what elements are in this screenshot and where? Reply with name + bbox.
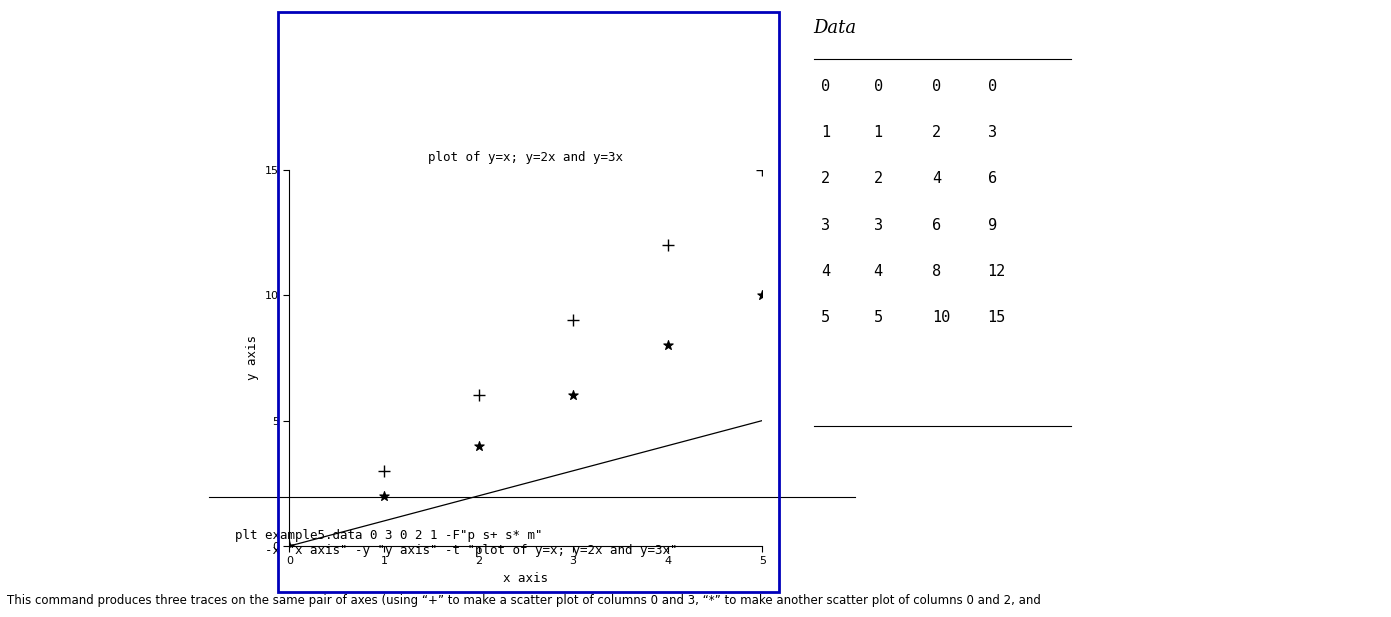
Text: plt example5.data 0 3 0 2 1 -F"p s+ s* m"
    -x "x axis" -y "y axis" -t "plot o: plt example5.data 0 3 0 2 1 -F"p s+ s* m… <box>235 529 677 557</box>
Text: 1: 1 <box>874 125 883 140</box>
Text: This command produces three traces on the same pair of axes (using “+” to make a: This command produces three traces on th… <box>7 594 1040 607</box>
Text: 5: 5 <box>821 310 830 325</box>
Text: 12: 12 <box>988 264 1006 279</box>
Point <box>278 541 300 551</box>
X-axis label: x axis: x axis <box>504 572 548 585</box>
Point <box>373 491 395 501</box>
Text: 5: 5 <box>874 310 883 325</box>
Text: 9: 9 <box>988 218 997 233</box>
Text: 4: 4 <box>821 264 830 279</box>
Text: 1: 1 <box>821 125 830 140</box>
Point <box>751 290 773 300</box>
Text: 4: 4 <box>874 264 883 279</box>
Text: 15: 15 <box>988 310 1006 325</box>
Text: 3: 3 <box>821 218 830 233</box>
Text: Data: Data <box>814 19 857 36</box>
Point <box>278 541 300 551</box>
Point <box>657 341 679 350</box>
Text: 2: 2 <box>821 172 830 186</box>
Text: 4: 4 <box>932 172 942 186</box>
Text: 2: 2 <box>932 125 942 140</box>
Point <box>467 441 490 450</box>
Text: 8: 8 <box>932 264 942 279</box>
Text: 0: 0 <box>932 79 942 94</box>
Point <box>562 391 584 400</box>
Text: 3: 3 <box>988 125 997 140</box>
Text: 0: 0 <box>821 79 830 94</box>
Point <box>657 240 679 250</box>
Title: plot of y=x; y=2x and y=3x: plot of y=x; y=2x and y=3x <box>428 151 623 164</box>
Text: 0: 0 <box>988 79 997 94</box>
Point <box>751 165 773 175</box>
Point <box>373 466 395 476</box>
Text: 6: 6 <box>988 172 997 186</box>
Text: 2: 2 <box>874 172 883 186</box>
Point <box>467 391 490 400</box>
Text: 3: 3 <box>874 218 883 233</box>
Text: 0: 0 <box>874 79 883 94</box>
Y-axis label: y axis: y axis <box>246 336 259 380</box>
Point <box>562 315 584 325</box>
Text: 10: 10 <box>932 310 950 325</box>
Text: 6: 6 <box>932 218 942 233</box>
